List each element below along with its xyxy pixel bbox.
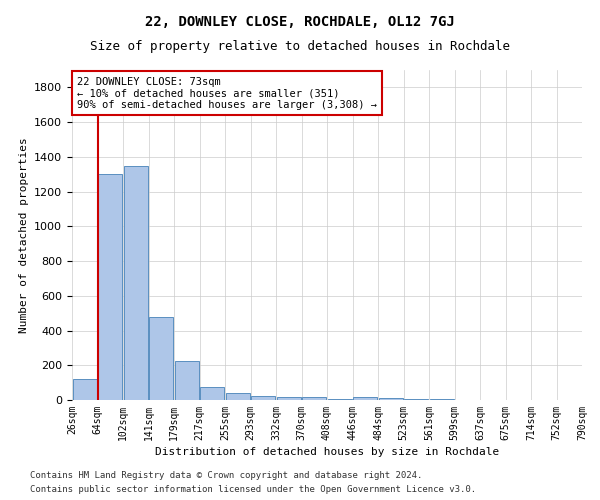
Bar bbox=[353, 396, 377, 400]
X-axis label: Distribution of detached houses by size in Rochdale: Distribution of detached houses by size … bbox=[155, 447, 499, 457]
Text: Size of property relative to detached houses in Rochdale: Size of property relative to detached ho… bbox=[90, 40, 510, 53]
Bar bbox=[277, 398, 301, 400]
Text: 22, DOWNLEY CLOSE, ROCHDALE, OL12 7GJ: 22, DOWNLEY CLOSE, ROCHDALE, OL12 7GJ bbox=[145, 15, 455, 29]
Bar bbox=[251, 396, 275, 400]
Bar bbox=[226, 393, 250, 400]
Text: 22 DOWNLEY CLOSE: 73sqm
← 10% of detached houses are smaller (351)
90% of semi-d: 22 DOWNLEY CLOSE: 73sqm ← 10% of detache… bbox=[77, 76, 377, 110]
Bar bbox=[98, 174, 122, 400]
Bar bbox=[404, 399, 428, 400]
Bar bbox=[328, 399, 352, 400]
Bar bbox=[302, 398, 326, 400]
Bar bbox=[379, 398, 403, 400]
Text: Contains public sector information licensed under the Open Government Licence v3: Contains public sector information licen… bbox=[30, 486, 476, 494]
Bar bbox=[149, 316, 173, 400]
Y-axis label: Number of detached properties: Number of detached properties bbox=[19, 137, 29, 333]
Bar bbox=[200, 387, 224, 400]
Bar bbox=[124, 166, 148, 400]
Bar bbox=[175, 361, 199, 400]
Bar bbox=[73, 379, 97, 400]
Text: Contains HM Land Registry data © Crown copyright and database right 2024.: Contains HM Land Registry data © Crown c… bbox=[30, 470, 422, 480]
